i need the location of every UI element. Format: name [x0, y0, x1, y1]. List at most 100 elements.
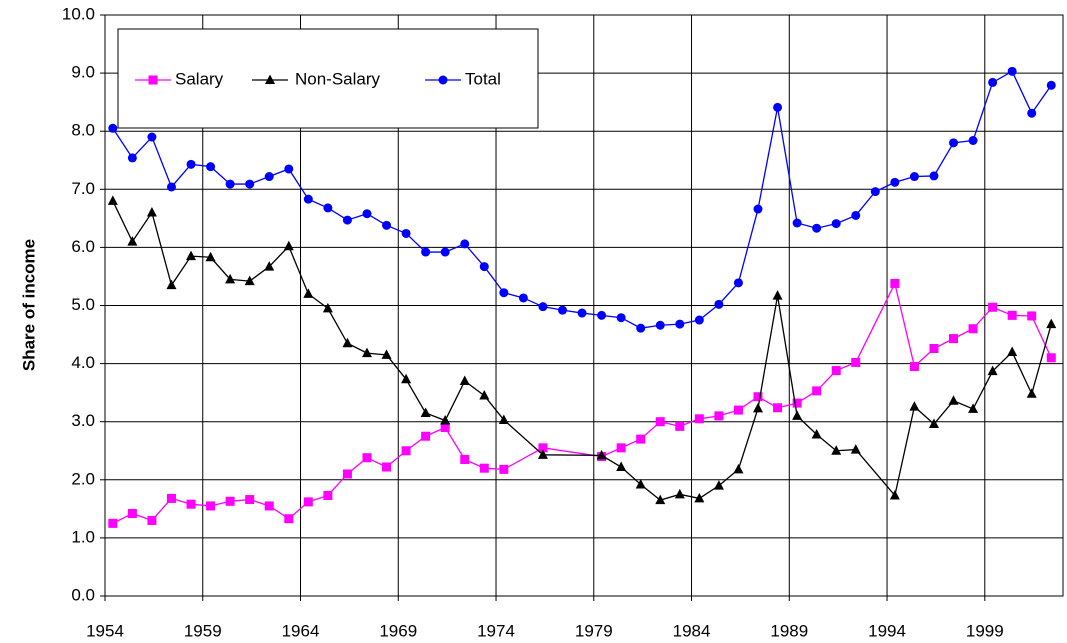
legend-label: Non-Salary [295, 69, 381, 88]
y-tick-label: 0.0 [71, 585, 95, 604]
marker [851, 210, 861, 220]
marker [401, 228, 411, 238]
marker [968, 403, 979, 413]
marker [753, 204, 763, 214]
marker [460, 454, 470, 464]
marker [381, 349, 392, 359]
marker [538, 443, 548, 453]
marker [479, 390, 490, 400]
marker [675, 319, 685, 329]
legend-label: Total [465, 69, 501, 88]
marker [773, 102, 783, 112]
marker [831, 219, 841, 229]
marker [694, 315, 704, 325]
marker [753, 402, 764, 413]
marker [733, 463, 744, 474]
x-tick-label: 1974 [477, 621, 515, 640]
marker [166, 182, 176, 192]
marker [694, 414, 704, 424]
marker [225, 179, 235, 189]
marker [362, 209, 372, 219]
marker [186, 250, 197, 261]
marker [460, 239, 470, 249]
marker [1027, 311, 1037, 321]
marker [616, 443, 626, 453]
marker [655, 494, 666, 505]
x-tick-label: 1964 [282, 621, 320, 640]
marker [127, 236, 138, 246]
marker [655, 417, 665, 427]
marker [831, 366, 841, 376]
y-tick-label: 1.0 [71, 527, 95, 546]
marker [1007, 66, 1017, 76]
plot-frame [104, 14, 1064, 597]
y-tick-label: 4.0 [71, 353, 95, 372]
marker [479, 463, 489, 473]
marker [597, 310, 607, 320]
x-tick-label: 1989 [770, 621, 808, 640]
marker [949, 138, 959, 148]
marker [244, 275, 255, 286]
marker [792, 410, 803, 420]
marker [323, 203, 333, 213]
marker [616, 461, 627, 472]
marker [968, 324, 978, 334]
x-tick-label: 1994 [868, 621, 906, 640]
marker [518, 293, 528, 303]
marker [225, 273, 236, 284]
marker [146, 207, 157, 217]
y-tick-label: 10.0 [62, 4, 95, 23]
marker [635, 478, 646, 489]
marker [909, 401, 920, 411]
marker [459, 375, 470, 386]
x-tick-label: 1954 [86, 621, 124, 640]
y-tick-label: 3.0 [71, 411, 95, 430]
marker [225, 496, 235, 506]
marker [440, 423, 450, 433]
marker [440, 247, 450, 257]
marker [949, 334, 959, 344]
x-tick-label: 1999 [966, 621, 1004, 640]
marker [382, 220, 392, 230]
marker [206, 162, 216, 172]
marker [812, 386, 822, 396]
marker [890, 177, 900, 187]
marker [694, 492, 705, 503]
marker [988, 302, 998, 312]
marker [382, 462, 392, 472]
marker [577, 308, 587, 318]
marker [206, 501, 216, 511]
marker [674, 488, 685, 499]
marker [303, 497, 313, 507]
marker [479, 262, 489, 272]
marker [401, 373, 412, 384]
marker [733, 278, 743, 288]
marker [186, 159, 196, 169]
marker [107, 195, 118, 205]
marker [303, 288, 314, 298]
marker [127, 153, 137, 163]
marker [499, 464, 509, 474]
marker [499, 288, 509, 298]
marker [284, 514, 294, 524]
marker [186, 499, 196, 509]
y-tick-label: 5.0 [71, 295, 95, 314]
marker [636, 323, 646, 333]
y-tick-label: 2.0 [71, 469, 95, 488]
marker [870, 187, 880, 197]
marker [147, 515, 157, 525]
marker [948, 395, 959, 405]
marker [909, 172, 919, 182]
y-axis-label: Share of income [19, 239, 38, 371]
marker [733, 405, 743, 415]
marker [851, 357, 861, 367]
marker [166, 493, 176, 503]
marker [890, 278, 900, 288]
marker [342, 337, 353, 348]
marker [265, 74, 275, 84]
marker [1007, 346, 1018, 356]
marker [498, 414, 509, 424]
marker [929, 343, 939, 353]
marker [361, 347, 372, 358]
marker [557, 305, 567, 315]
